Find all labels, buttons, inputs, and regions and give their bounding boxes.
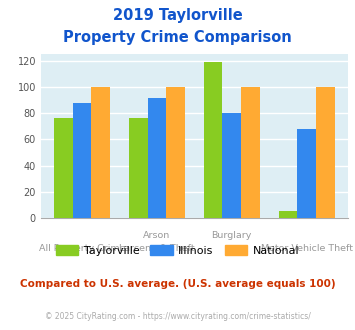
- Text: Motor Vehicle Theft: Motor Vehicle Theft: [261, 244, 353, 253]
- Bar: [297, 129, 316, 218]
- Text: Property Crime Comparison: Property Crime Comparison: [63, 30, 292, 45]
- Text: © 2025 CityRating.com - https://www.cityrating.com/crime-statistics/: © 2025 CityRating.com - https://www.city…: [45, 312, 310, 321]
- Bar: [241, 87, 260, 218]
- Text: 2019 Taylorville: 2019 Taylorville: [113, 8, 242, 23]
- Bar: [204, 62, 223, 218]
- Bar: [223, 113, 241, 218]
- Bar: [316, 87, 335, 218]
- Bar: [54, 118, 73, 218]
- Bar: [148, 98, 166, 218]
- Bar: [279, 211, 297, 218]
- Text: Compared to U.S. average. (U.S. average equals 100): Compared to U.S. average. (U.S. average …: [20, 279, 335, 289]
- Text: Larceny & Theft: Larceny & Theft: [119, 244, 195, 253]
- Bar: [166, 87, 185, 218]
- Bar: [73, 103, 91, 218]
- Bar: [91, 87, 110, 218]
- Bar: [129, 118, 148, 218]
- Text: Burglary: Burglary: [212, 231, 252, 240]
- Text: Arson: Arson: [143, 231, 170, 240]
- Text: All Property Crime: All Property Crime: [39, 244, 125, 253]
- Legend: Taylorville, Illinois, National: Taylorville, Illinois, National: [51, 241, 304, 260]
